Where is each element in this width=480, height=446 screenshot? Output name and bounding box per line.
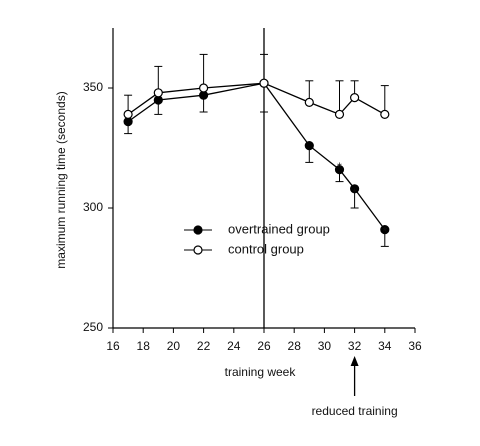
data-point — [199, 83, 209, 93]
x-tick-label: 30 — [318, 339, 332, 353]
legend-label: overtrained group — [228, 221, 330, 236]
x-tick-label: 16 — [106, 339, 120, 353]
x-axis-title: training week — [225, 365, 297, 379]
x-tick-label: 22 — [197, 339, 211, 353]
x-tick-label: 18 — [137, 339, 151, 353]
x-tick-label: 26 — [257, 339, 271, 353]
data-point — [304, 97, 314, 108]
series-line — [127, 82, 386, 230]
annotation-label: reduced training — [312, 404, 398, 418]
data-point — [153, 88, 163, 98]
x-tick-label: 24 — [227, 339, 241, 353]
y-axis-title: maximum running time (seconds) — [54, 91, 68, 268]
significance-label: * — [352, 186, 357, 200]
legend-marker — [193, 245, 203, 255]
x-tick-label: 20 — [167, 339, 181, 353]
data-point — [380, 109, 390, 120]
x-tick-label: 28 — [288, 339, 302, 353]
x-tick-label: 32 — [348, 339, 362, 353]
y-tick-label: 300 — [83, 200, 103, 214]
data-point — [334, 165, 345, 175]
data-point — [350, 184, 360, 194]
legend-marker — [193, 225, 203, 235]
data-point — [350, 92, 360, 103]
significance-label: * — [382, 225, 387, 239]
x-tick-label: 34 — [378, 339, 392, 353]
y-tick-label: 350 — [83, 80, 103, 94]
x-tick-label: 36 — [408, 339, 422, 353]
data-point — [259, 78, 269, 88]
y-tick-label: 250 — [83, 320, 103, 334]
arrow-head — [350, 356, 359, 366]
data-point — [334, 109, 345, 120]
data-point — [304, 141, 314, 151]
data-point — [123, 109, 133, 120]
data-point — [380, 225, 390, 235]
legend-label: control group — [228, 241, 304, 256]
significance-label: * — [337, 160, 342, 174]
